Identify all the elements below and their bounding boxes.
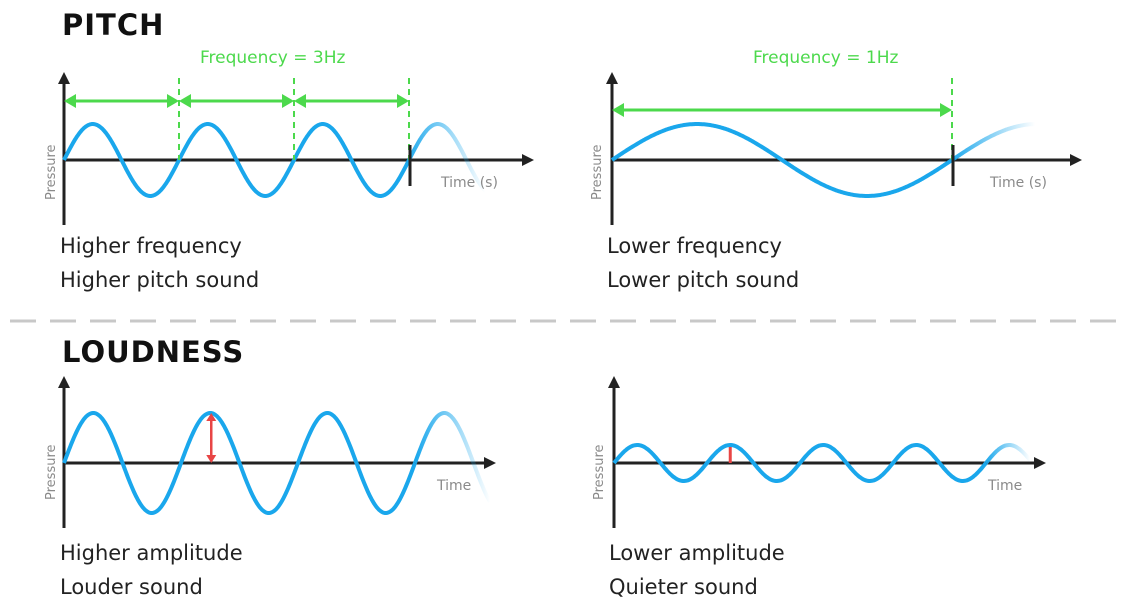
pitch-right-y-axis-arrow <box>606 72 618 84</box>
pitch-right-period-arrow-head-left <box>612 103 624 117</box>
pitch-left-period-arrow-1-head-left <box>64 94 76 108</box>
loudness-right-wave <box>612 443 988 483</box>
loudness-title: LOUDNESS <box>62 335 245 369</box>
pitch-left-y-axis-arrow <box>58 72 70 84</box>
loudness-right-y-axis-label: Pressure <box>592 444 607 500</box>
loudness-right-x-axis-label: Time <box>988 478 1023 494</box>
loudness-left-caption-1: Higher amplitude <box>60 541 243 565</box>
loudness-left-y-axis-label: Pressure <box>44 444 59 500</box>
pitch-left-y-axis-label: Pressure <box>44 144 59 200</box>
loudness-left-amplitude-arrow-head-top <box>206 413 217 421</box>
pitch-right-wave-fade <box>950 122 1037 162</box>
loudness-left-x-axis-arrow <box>484 457 496 469</box>
pitch-left-frequency-label: Frequency = 3Hz <box>200 48 346 68</box>
pitch-left-caption-2: Higher pitch sound <box>60 268 260 292</box>
pitch-left-period-arrow-1-head-right <box>167 94 179 108</box>
loudness-right-wave-fade <box>984 443 1033 465</box>
loudness-left-caption-2: Louder sound <box>60 575 203 599</box>
pitch-right-wave <box>610 122 954 198</box>
loudness-left-wave-fade <box>413 411 492 503</box>
loudness-right-caption-2: Quieter sound <box>609 575 758 599</box>
loudness-left-y-axis-arrow <box>58 376 70 388</box>
pitch-right-period-arrow-head-right <box>940 103 952 117</box>
pitch-left-period-arrow-2-head-left <box>179 94 191 108</box>
pitch-title: PITCH <box>62 8 165 42</box>
pitch-left-wave <box>62 122 411 198</box>
pitch-left-x-axis-arrow <box>522 154 534 166</box>
pitch-left-x-axis-label: Time (s) <box>441 175 498 191</box>
pitch-left-caption-1: Higher frequency <box>60 234 242 258</box>
pitch-right-x-axis-label: Time (s) <box>990 175 1047 191</box>
pitch-left-wave-fade <box>407 122 491 196</box>
pitch-right-caption-1: Lower frequency <box>607 234 782 258</box>
pitch-right-caption-2: Lower pitch sound <box>607 268 800 292</box>
loudness-right-y-axis-arrow <box>608 376 620 388</box>
loudness-left-amplitude-arrow-head-bottom <box>206 455 217 463</box>
loudness-left-wave <box>62 411 417 515</box>
pitch-left-period-arrow-2-head-right <box>282 94 294 108</box>
loudness-right-x-axis-arrow <box>1034 457 1046 469</box>
pitch-right-y-axis-label: Pressure <box>590 144 605 200</box>
pitch-left-period-arrow-3-head-right <box>397 94 409 108</box>
pitch-left-period-arrow-3-head-left <box>294 94 306 108</box>
loudness-left-x-axis-label: Time <box>437 478 472 494</box>
pitch-right-frequency-label: Frequency = 1Hz <box>753 48 899 68</box>
loudness-right-caption-1: Lower amplitude <box>609 541 785 565</box>
pitch-right-x-axis-arrow <box>1070 154 1082 166</box>
